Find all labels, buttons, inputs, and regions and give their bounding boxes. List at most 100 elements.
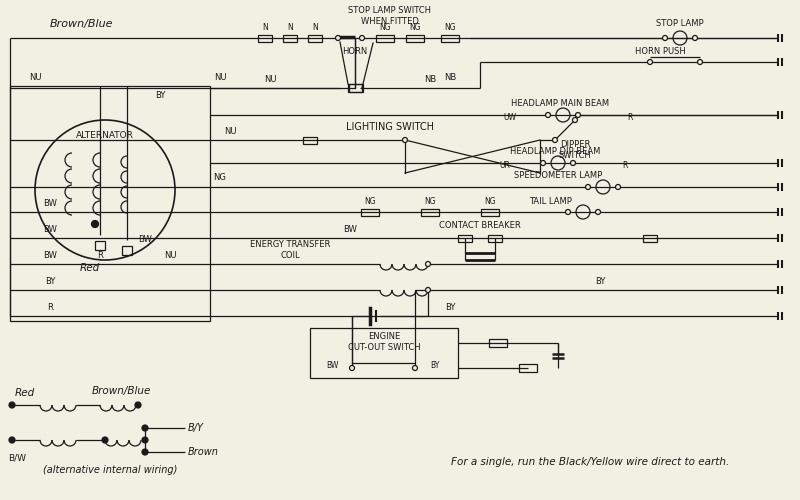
Text: ENERGY TRANSFER
COIL: ENERGY TRANSFER COIL (250, 240, 330, 260)
Text: HORN PUSH: HORN PUSH (634, 46, 686, 56)
Bar (421, 208, 439, 216)
Text: Red: Red (80, 263, 100, 273)
Circle shape (142, 425, 148, 431)
Bar (481, 208, 499, 216)
Circle shape (647, 60, 653, 64)
Text: UW: UW (503, 112, 517, 122)
Bar (406, 34, 424, 42)
Bar (348, 84, 362, 92)
Circle shape (662, 36, 667, 41)
Circle shape (102, 437, 108, 443)
Text: NB: NB (424, 74, 436, 84)
Circle shape (413, 366, 418, 370)
Text: NG: NG (424, 198, 436, 206)
Bar (122, 246, 132, 254)
Text: BY: BY (155, 92, 165, 100)
Text: NU: NU (224, 126, 236, 136)
Circle shape (402, 138, 407, 142)
Text: BW: BW (43, 224, 57, 234)
Circle shape (9, 437, 15, 443)
Circle shape (426, 288, 430, 292)
Text: ENGINE
CUT-OUT SWITCH: ENGINE CUT-OUT SWITCH (348, 332, 420, 351)
Text: STOP LAMP SWITCH
WHEN FITTED: STOP LAMP SWITCH WHEN FITTED (349, 6, 431, 26)
Bar (458, 234, 472, 242)
Text: N: N (312, 24, 318, 32)
Circle shape (586, 184, 590, 190)
Text: BW: BW (326, 362, 338, 370)
Text: R: R (97, 250, 103, 260)
Bar (258, 34, 272, 42)
Circle shape (335, 36, 341, 41)
Bar (643, 234, 657, 242)
Text: SPEEDOMETER LAMP: SPEEDOMETER LAMP (514, 172, 602, 180)
Circle shape (9, 402, 15, 408)
Bar (519, 364, 537, 372)
Circle shape (553, 138, 558, 142)
Text: BY: BY (430, 362, 440, 370)
Bar (308, 34, 322, 42)
Text: Brown/Blue: Brown/Blue (92, 386, 151, 396)
Text: BW: BW (43, 198, 57, 207)
Bar (310, 328, 458, 378)
Circle shape (546, 112, 550, 117)
Bar (361, 208, 379, 216)
Text: B/Y: B/Y (188, 423, 204, 433)
Text: R: R (622, 160, 628, 170)
Circle shape (135, 402, 141, 408)
Circle shape (570, 160, 575, 166)
Circle shape (698, 60, 702, 64)
Text: R: R (627, 112, 633, 122)
Text: LIGHTING SWITCH: LIGHTING SWITCH (346, 122, 434, 132)
Circle shape (693, 36, 698, 41)
Bar (441, 34, 459, 42)
Text: B/W: B/W (8, 454, 26, 462)
Text: HEADLAMP MAIN BEAM: HEADLAMP MAIN BEAM (511, 100, 609, 108)
Circle shape (91, 220, 98, 228)
Bar (489, 339, 507, 347)
Text: N: N (262, 24, 268, 32)
Bar (283, 34, 297, 42)
Text: TAIL LAMP: TAIL LAMP (529, 196, 571, 205)
Text: NG: NG (379, 24, 391, 32)
Text: (alternative internal wiring): (alternative internal wiring) (43, 465, 177, 475)
Text: Brown: Brown (188, 447, 219, 457)
Text: BW: BW (43, 250, 57, 260)
Bar (349, 84, 363, 92)
Text: BW: BW (343, 224, 357, 234)
Circle shape (575, 112, 581, 117)
Circle shape (566, 210, 570, 214)
Text: HEADLAMP DIP BEAM: HEADLAMP DIP BEAM (510, 148, 600, 156)
Text: For a single, run the Black/Yellow wire direct to earth.: For a single, run the Black/Yellow wire … (451, 457, 729, 467)
Circle shape (350, 366, 354, 370)
Text: BY: BY (445, 302, 455, 312)
Text: NB: NB (444, 74, 456, 82)
Text: ALTERNATOR: ALTERNATOR (76, 130, 134, 140)
Text: Brown/Blue: Brown/Blue (50, 19, 114, 29)
Text: NG: NG (214, 174, 226, 182)
Circle shape (426, 262, 430, 266)
Text: NG: NG (444, 24, 456, 32)
Text: STOP LAMP: STOP LAMP (656, 20, 704, 28)
Bar (303, 136, 317, 143)
Text: N: N (287, 24, 293, 32)
Text: BY: BY (45, 276, 55, 285)
Bar (95, 240, 105, 250)
Circle shape (615, 184, 621, 190)
Bar (488, 234, 502, 242)
Bar (10, 86, 210, 321)
Text: HORN: HORN (342, 48, 368, 56)
Text: NG: NG (484, 198, 496, 206)
Text: NG: NG (364, 198, 376, 206)
Circle shape (595, 210, 601, 214)
Circle shape (142, 449, 148, 455)
Text: Red: Red (15, 388, 35, 398)
Text: R: R (47, 302, 53, 312)
Circle shape (573, 118, 578, 122)
Circle shape (541, 160, 546, 166)
Text: UR: UR (499, 160, 510, 170)
Circle shape (142, 437, 148, 443)
Text: BY: BY (595, 276, 605, 285)
Text: CONTACT BREAKER: CONTACT BREAKER (439, 220, 521, 230)
Text: NG: NG (409, 24, 421, 32)
Text: DIPPER
SWITCH: DIPPER SWITCH (558, 140, 591, 160)
